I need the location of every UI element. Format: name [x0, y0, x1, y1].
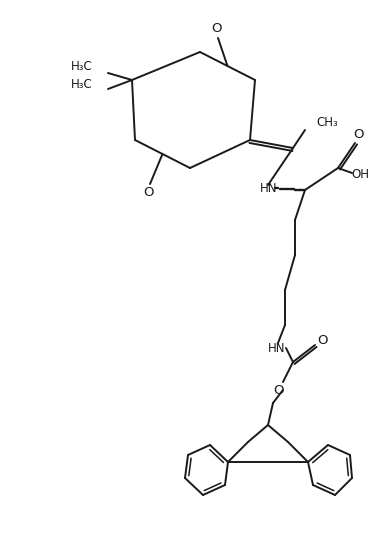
Text: HN: HN [268, 342, 285, 355]
Text: H₃C: H₃C [71, 78, 93, 91]
Text: O: O [273, 383, 283, 397]
Text: HN: HN [260, 182, 277, 195]
Text: O: O [143, 186, 153, 200]
Text: O: O [318, 333, 328, 346]
Text: H₃C: H₃C [71, 59, 93, 73]
Text: O: O [211, 23, 221, 36]
Text: CH₃: CH₃ [316, 116, 338, 129]
Text: O: O [353, 129, 363, 141]
Text: OH: OH [351, 168, 369, 180]
